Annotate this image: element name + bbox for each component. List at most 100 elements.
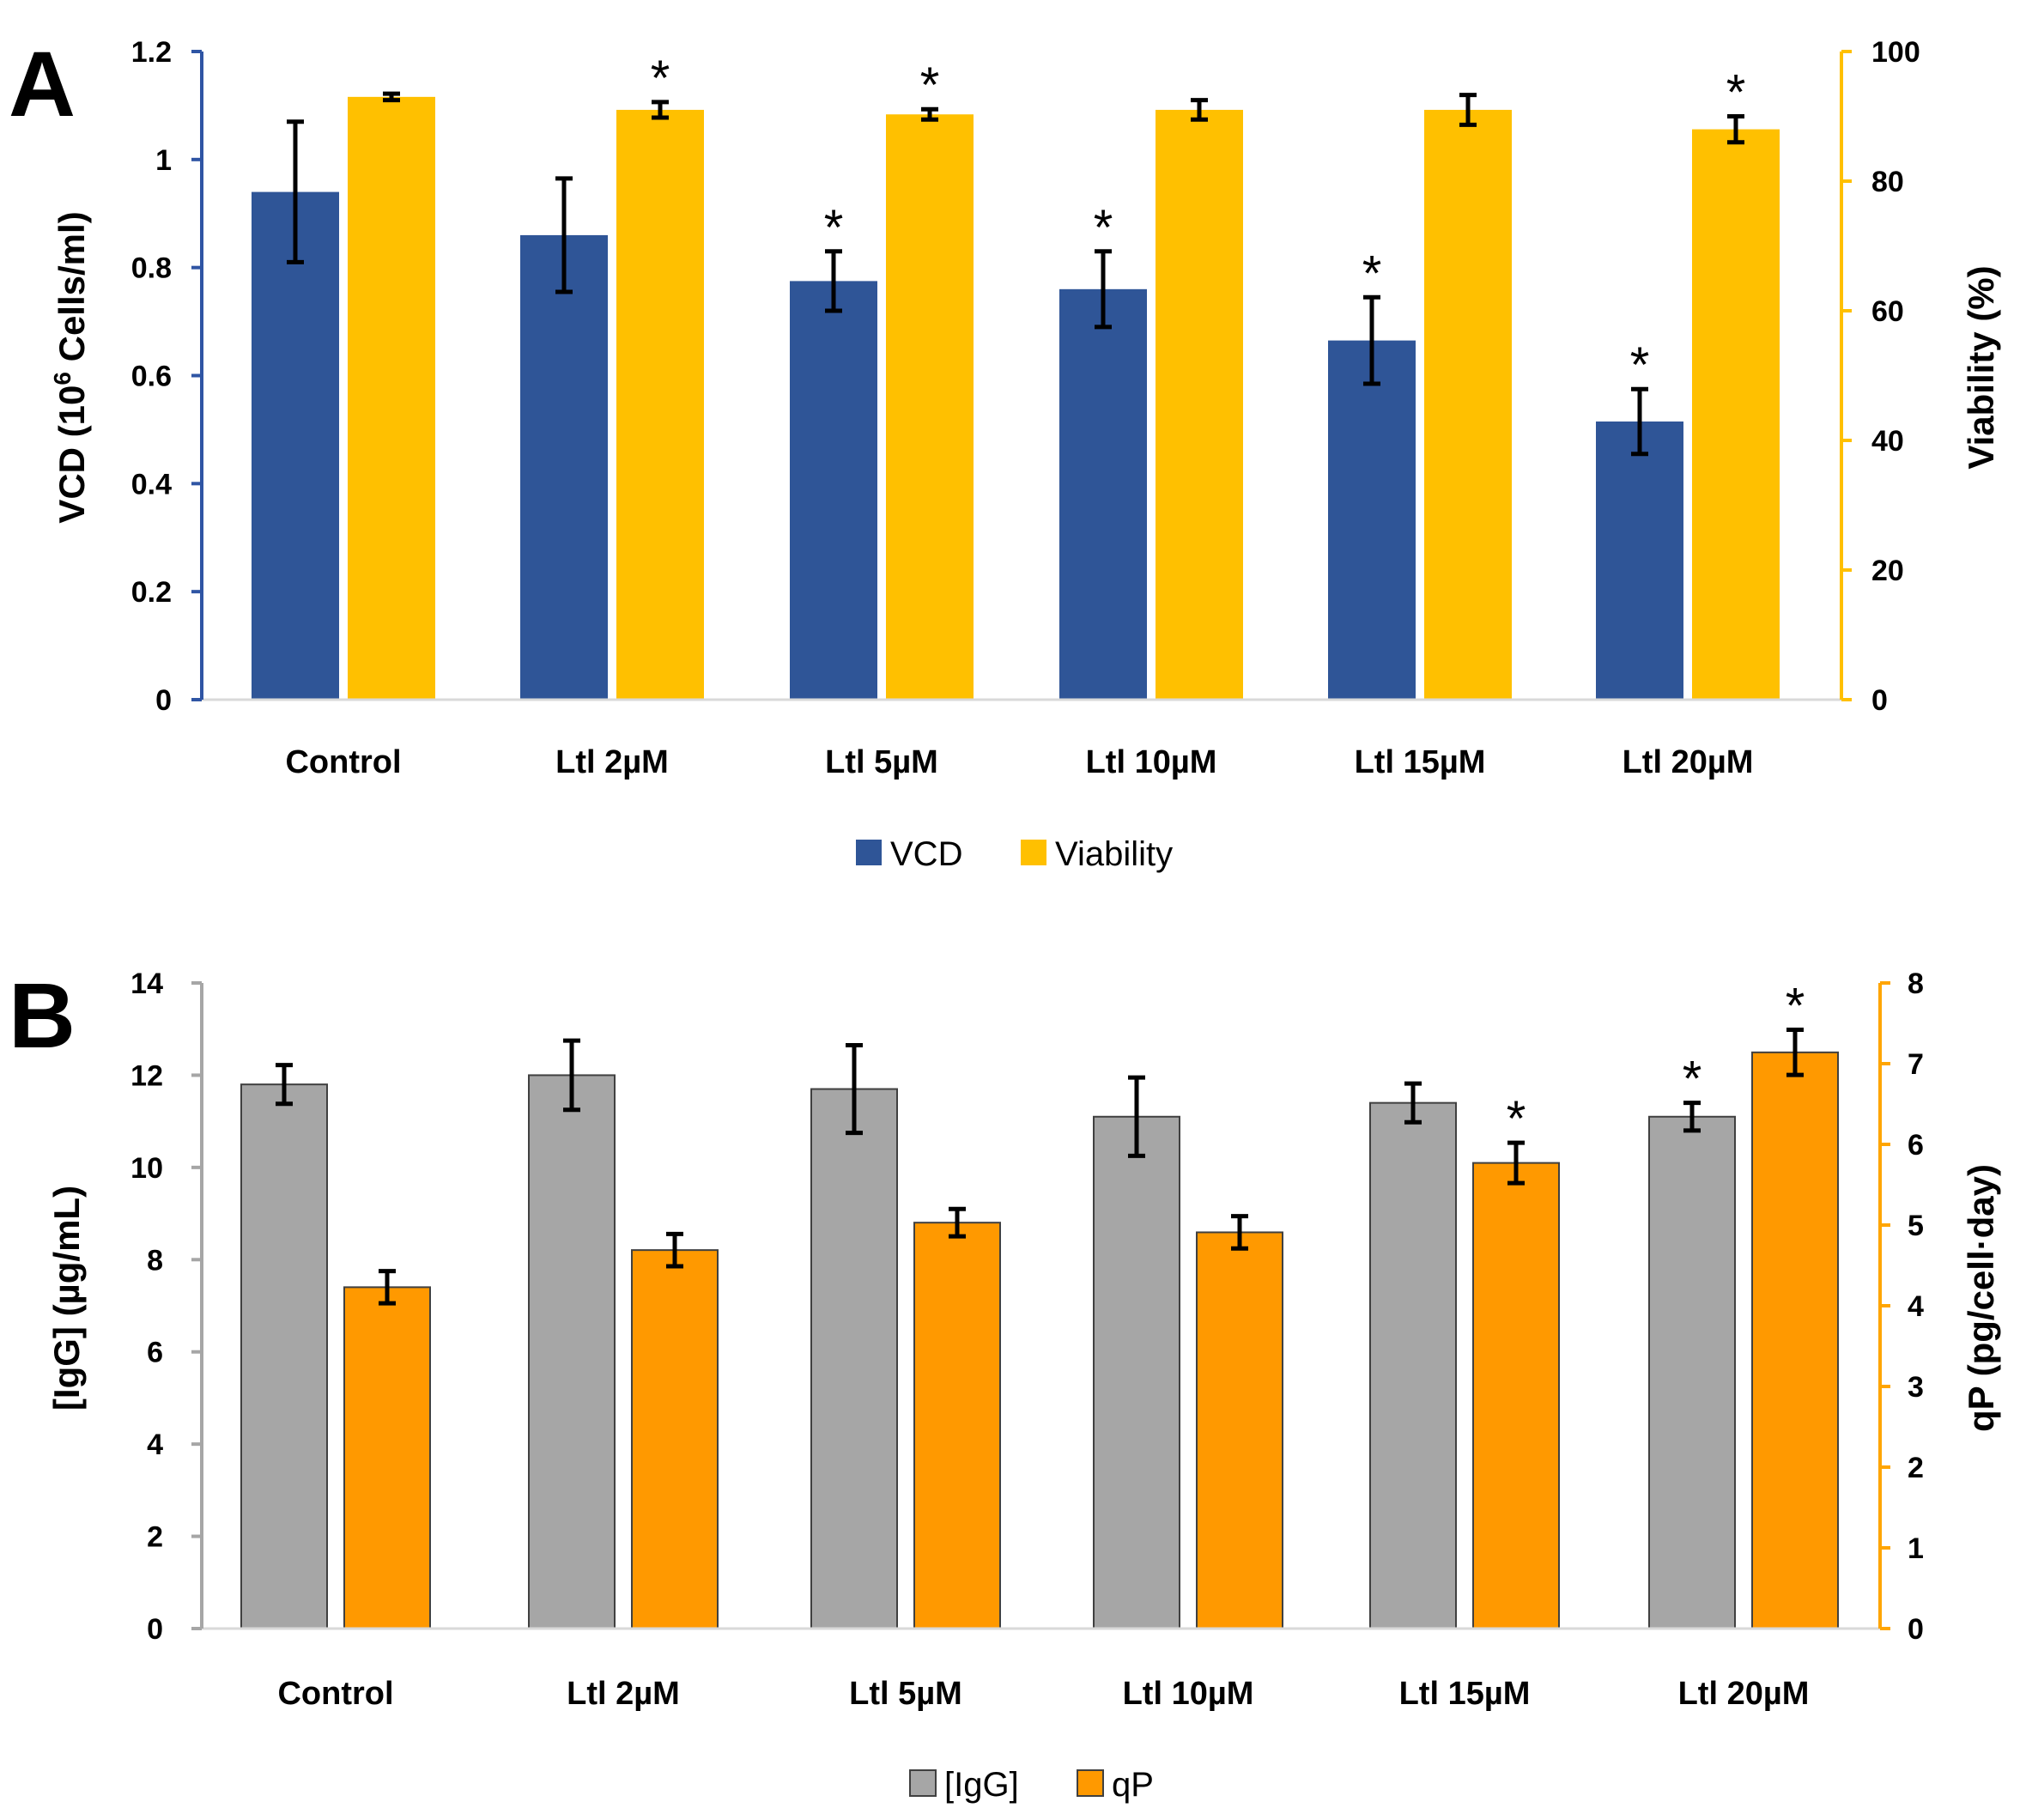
a-left-tick-label: 0.6	[131, 361, 172, 393]
a-significance-star-vcd-2: *	[824, 200, 844, 256]
a-category-label: Ltl 20µM	[1623, 744, 1754, 780]
a-right-tick-label: 100	[1871, 36, 1920, 69]
a-bar-vcd-0	[252, 191, 339, 701]
b-left-tick-label: 2	[147, 1521, 163, 1554]
b-significance-star-igg-5: *	[1683, 1052, 1702, 1107]
a-significance-star-vcd-3: *	[1094, 200, 1113, 256]
a-significance-star-viability-5: *	[1726, 65, 1746, 121]
b-right-tick-label: 5	[1908, 1210, 1924, 1242]
b-bar-qp-0	[343, 1286, 431, 1629]
a-bar-viability-1	[616, 109, 704, 700]
panel-b-right-axis-title: qP (pg/cell·day)	[1961, 1164, 2001, 1432]
a-error-bar-viability-2	[921, 106, 938, 122]
b-right-tick-label: 1	[1908, 1532, 1924, 1565]
b-left-tick-label: 14	[130, 968, 163, 1000]
b-bar-qp-5	[1751, 1051, 1839, 1629]
b-category-label: Ltl 15µM	[1399, 1676, 1531, 1712]
b-error-bar-qp-0	[379, 1269, 396, 1306]
b-category-label: Ltl 20µM	[1678, 1676, 1810, 1712]
b-error-bar-igg-2	[846, 1043, 863, 1136]
panel-b-left-axis-title: [IgG] (µg/mL)	[46, 1186, 87, 1410]
a-left-tick-label: 0.8	[131, 252, 172, 285]
b-right-tick-label: 3	[1908, 1371, 1924, 1404]
a-significance-star-vcd-4: *	[1362, 246, 1382, 301]
a-error-bar-viability-5	[1727, 114, 1744, 145]
panel-a-legend: VCD Viability	[856, 835, 1173, 873]
b-right-tick-label: 6	[1908, 1129, 1924, 1162]
b-right-tick-label: 4	[1908, 1290, 1924, 1323]
a-right-tick-label: 60	[1871, 295, 1904, 328]
a-bar-viability-0	[348, 96, 435, 701]
b-bar-igg-4	[1369, 1101, 1457, 1629]
a-left-tick-label: 0.4	[131, 468, 172, 500]
a-category-label: Control	[285, 744, 401, 780]
a-right-tick-label: 80	[1871, 166, 1904, 198]
a-error-bar-vcd-5	[1631, 386, 1648, 457]
b-significance-star-qp-5: *	[1786, 979, 1805, 1034]
a-left-tick-label: 0.2	[131, 576, 172, 609]
a-significance-star-viability-2: *	[920, 58, 940, 113]
b-bar-igg-3	[1093, 1115, 1180, 1630]
b-error-bar-igg-3	[1128, 1075, 1145, 1158]
b-error-bar-qp-1	[666, 1231, 683, 1269]
a-bar-vcd-2	[790, 281, 877, 700]
b-bar-qp-1	[631, 1249, 719, 1629]
legend-swatch-vcd	[856, 840, 882, 865]
a-error-bar-viability-0	[383, 91, 400, 103]
b-right-tick-label: 8	[1908, 968, 1924, 1000]
a-category-label: Ltl 2µM	[555, 744, 669, 780]
a-left-tick-label: 0	[155, 684, 172, 717]
panel-a-left-axis-title: VCD (106 Cells/ml)	[49, 211, 92, 523]
a-category-label: Ltl 10µM	[1086, 744, 1217, 780]
b-left-tick-label: 0	[147, 1613, 163, 1646]
b-left-tick-label: 6	[147, 1337, 163, 1369]
a-significance-star-vcd-5: *	[1630, 337, 1650, 393]
b-category-label: Control	[277, 1676, 393, 1712]
b-error-bar-igg-4	[1404, 1081, 1422, 1125]
a-error-bar-vcd-2	[825, 249, 842, 313]
a-error-bar-vcd-0	[287, 119, 304, 264]
b-error-bar-qp-3	[1231, 1214, 1248, 1251]
b-bar-qp-3	[1196, 1231, 1283, 1629]
legend-swatch-qp	[1077, 1769, 1104, 1797]
b-right-tick-label: 2	[1908, 1452, 1924, 1484]
panel-b-letter: B	[9, 963, 76, 1067]
a-bar-viability-5	[1692, 129, 1780, 701]
a-bar-viability-3	[1156, 109, 1243, 700]
a-category-label: Ltl 5µM	[825, 744, 938, 780]
a-right-tick-label: 20	[1871, 555, 1904, 587]
b-category-label: Ltl 10µM	[1123, 1676, 1254, 1712]
b-bar-igg-0	[240, 1083, 328, 1629]
a-error-bar-viability-4	[1459, 93, 1477, 127]
b-left-tick-label: 4	[147, 1429, 163, 1461]
b-error-bar-qp-4	[1507, 1140, 1525, 1186]
a-error-bar-viability-3	[1191, 98, 1208, 122]
b-error-bar-igg-0	[276, 1063, 293, 1107]
b-bar-qp-4	[1472, 1162, 1560, 1629]
panel-b-legend: [IgG] qP	[909, 1766, 1154, 1804]
b-right-tick-label: 7	[1908, 1048, 1924, 1081]
legend-label-igg: [IgG]	[944, 1766, 1019, 1804]
b-category-label: Ltl 5µM	[849, 1676, 962, 1712]
a-error-bar-vcd-4	[1363, 294, 1380, 386]
b-error-bar-igg-5	[1683, 1101, 1701, 1133]
a-error-bar-vcd-3	[1095, 249, 1112, 330]
b-error-bar-qp-5	[1786, 1028, 1804, 1077]
legend-swatch-viability	[1021, 840, 1046, 865]
a-bar-viability-4	[1424, 109, 1512, 700]
a-left-tick-label: 1	[155, 144, 172, 177]
a-left-tick-label: 1.2	[131, 36, 172, 69]
a-category-label: Ltl 15µM	[1355, 744, 1486, 780]
b-error-bar-qp-2	[949, 1206, 966, 1239]
b-left-tick-label: 10	[130, 1152, 163, 1185]
a-bar-vcd-3	[1059, 288, 1147, 700]
a-right-tick-label: 0	[1871, 684, 1888, 717]
b-bar-igg-2	[810, 1088, 898, 1629]
legend-label-qp: qP	[1112, 1766, 1154, 1804]
a-bar-viability-2	[886, 114, 974, 701]
a-error-bar-viability-1	[652, 100, 669, 120]
b-significance-star-qp-4: *	[1507, 1091, 1526, 1147]
panel-a-right-axis-title: Viability (%)	[1961, 265, 2001, 469]
